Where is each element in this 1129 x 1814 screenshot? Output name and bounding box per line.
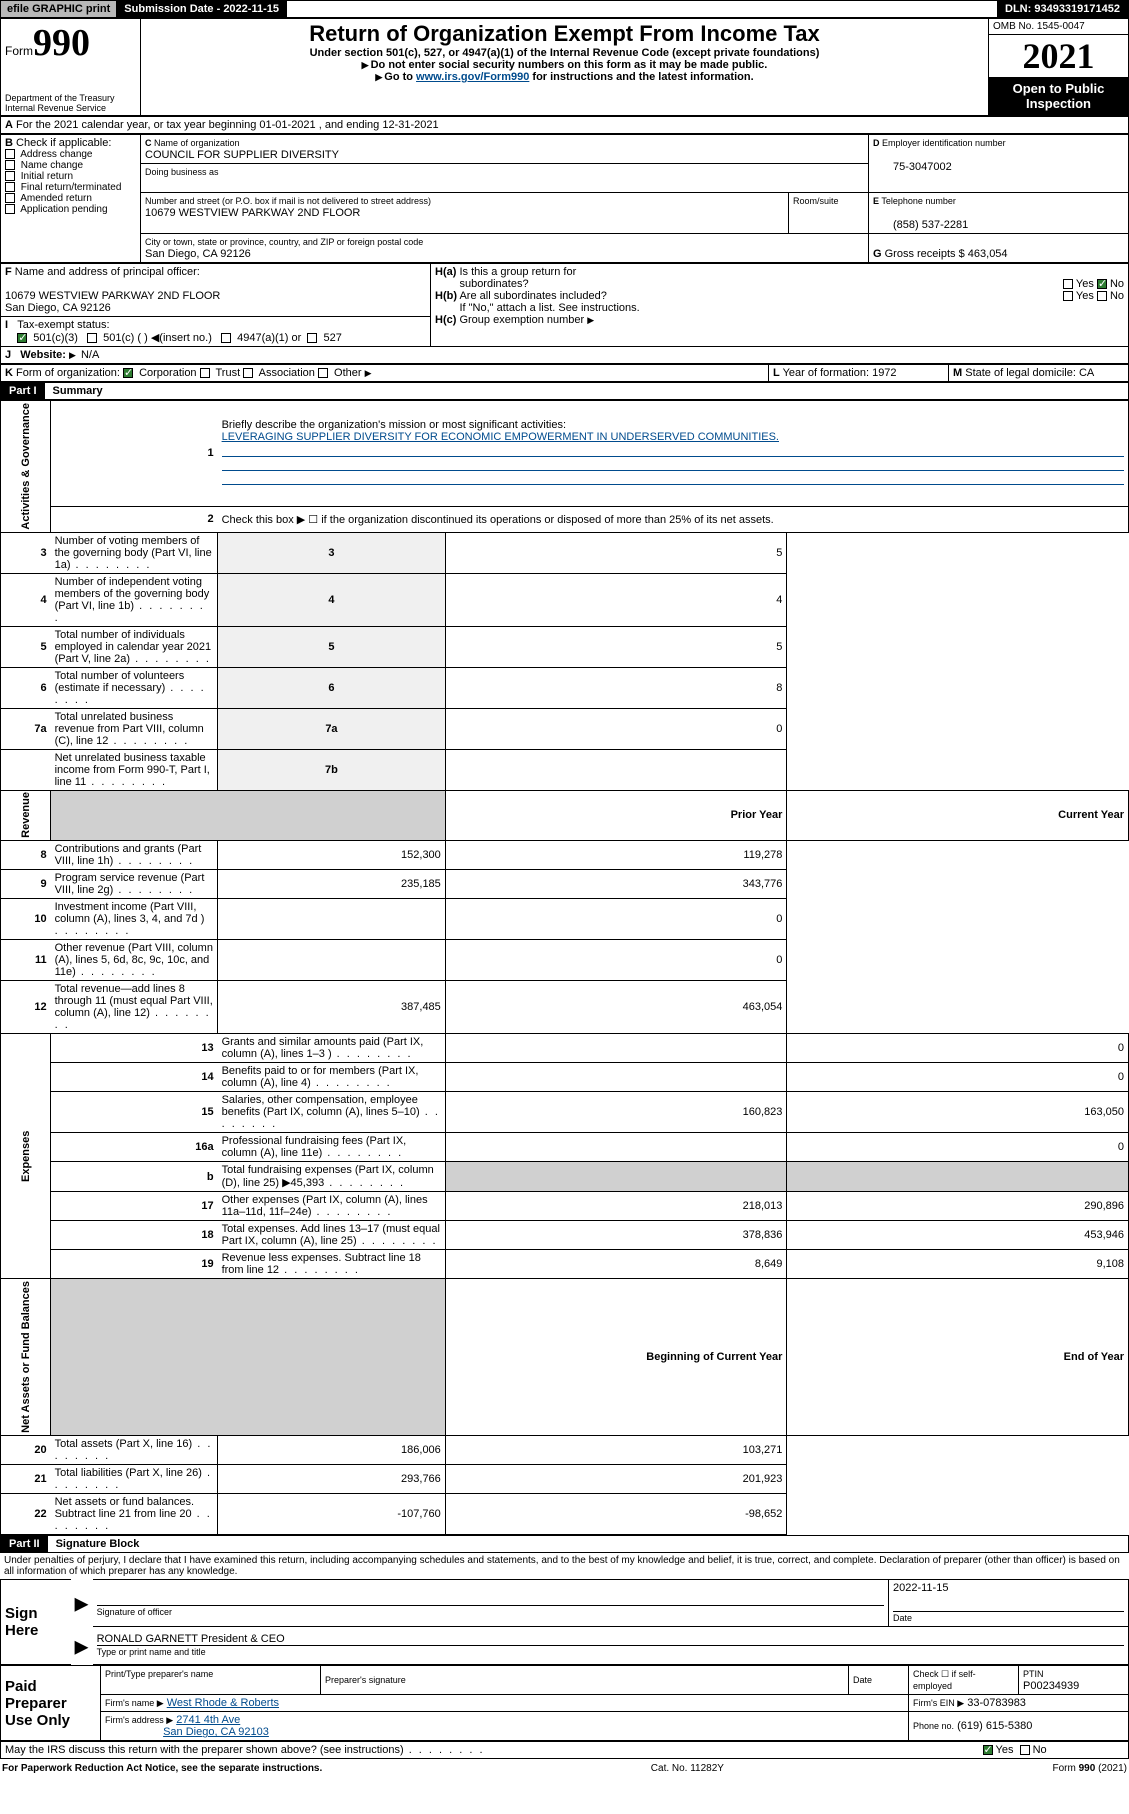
b-check-item: Application pending: [5, 204, 136, 215]
firm-link[interactable]: West Rhode & Roberts: [167, 1697, 279, 1709]
ha-no[interactable]: [1097, 279, 1107, 289]
part1-label: Part I: [1, 383, 45, 399]
501c3-check[interactable]: [17, 333, 27, 343]
form-990-label: Form990: [5, 21, 136, 65]
table-row: 11Other revenue (Part VIII, column (A), …: [1, 940, 1129, 981]
side-ag: Activities & Governance: [1, 401, 51, 533]
tax-year: 2021: [989, 35, 1128, 77]
form-sub2: Do not enter social security numbers on …: [145, 59, 984, 71]
table-row: 15Salaries, other compensation, employee…: [1, 1092, 1129, 1133]
table-row: 5Total number of individuals employed in…: [1, 626, 1129, 667]
table-row: 20Total assets (Part X, line 16)186,0061…: [1, 1436, 1129, 1465]
officer-name: RONALD GARNETT President & CEO: [97, 1633, 285, 1645]
b-check-item: Final return/terminated: [5, 182, 136, 193]
addr-link2[interactable]: San Diego, CA 92103: [163, 1726, 269, 1738]
phone-value: (858) 537-2281: [873, 219, 968, 231]
table-row: 10Investment income (Part VIII, column (…: [1, 899, 1129, 940]
perjury-text: Under penalties of perjury, I declare th…: [0, 1553, 1129, 1579]
table-row: bTotal fundraising expenses (Part IX, co…: [1, 1162, 1129, 1192]
table-row: 19Revenue less expenses. Subtract line 1…: [1, 1250, 1129, 1279]
open-public: Open to Public Inspection: [989, 77, 1128, 115]
street: 10679 WESTVIEW PARKWAY 2ND FLOOR: [145, 207, 360, 219]
b-check-item: Address change: [5, 149, 136, 160]
table-row: 17Other expenses (Part IX, column (A), l…: [1, 1192, 1129, 1221]
part2-label: Part II: [1, 1536, 48, 1552]
table-row: 18Total expenses. Add lines 13–17 (must …: [1, 1221, 1129, 1250]
form-sub1: Under section 501(c), 527, or 4947(a)(1)…: [145, 47, 984, 59]
addr-link1[interactable]: 2741 4th Ave: [176, 1714, 240, 1726]
dln-tag: DLN: 93493319171452: [997, 1, 1128, 17]
officer-addr2: San Diego, CA 92126: [5, 302, 111, 314]
efile-tag[interactable]: efile GRAPHIC print: [1, 1, 116, 17]
header-info-block: B Check if applicable: Address change Na…: [0, 134, 1129, 263]
hb-yes[interactable]: [1063, 291, 1073, 301]
irs-label: Internal Revenue Service: [5, 103, 136, 113]
ha-yes[interactable]: [1063, 279, 1073, 289]
gross-receipts: 463,054: [968, 248, 1008, 260]
irs-link[interactable]: www.irs.gov/Form990: [416, 71, 529, 83]
firm-ein: 33-0783983: [967, 1697, 1026, 1709]
discuss-yes[interactable]: [983, 1745, 993, 1755]
ptin-value: P00234939: [1023, 1680, 1079, 1692]
table-row: 14Benefits paid to or for members (Part …: [1, 1063, 1129, 1092]
table-row: 21Total liabilities (Part X, line 26)293…: [1, 1465, 1129, 1494]
form-sub3: Go to www.irs.gov/Form990 for instructio…: [145, 71, 984, 83]
dept-label: Department of the Treasury: [5, 93, 136, 103]
form-title: Return of Organization Exempt From Incom…: [145, 21, 984, 47]
website-value: N/A: [81, 349, 99, 361]
table-row: 22Net assets or fund balances. Subtract …: [1, 1494, 1129, 1535]
side-rev: Revenue: [1, 790, 51, 841]
prep-phone: (619) 615-5380: [957, 1720, 1032, 1732]
table-row: 16aProfessional fundraising fees (Part I…: [1, 1133, 1129, 1162]
sign-here-block: Sign Here ▸ Signature of officer 2022-11…: [0, 1579, 1129, 1665]
hb-no[interactable]: [1097, 291, 1107, 301]
section-b: B Check if applicable: Address change Na…: [1, 135, 141, 263]
omb-label: OMB No. 1545-0047: [989, 19, 1128, 35]
page-footer: For Paperwork Reduction Act Notice, see …: [0, 1759, 1129, 1778]
state-domicile: State of legal domicile: CA: [965, 367, 1094, 379]
year-formation: Year of formation: 1972: [783, 367, 897, 379]
k-corp[interactable]: [123, 368, 133, 378]
table-row: 7aTotal unrelated business revenue from …: [1, 708, 1129, 749]
officer-addr1: 10679 WESTVIEW PARKWAY 2ND FLOOR: [5, 290, 220, 302]
paid-preparer-block: Paid Preparer Use Only Print/Type prepar…: [0, 1665, 1129, 1741]
line-a: A For the 2021 calendar year, or tax yea…: [1, 117, 1129, 134]
mission-link[interactable]: LEVERAGING SUPPLIER DIVERSITY FOR ECONOM…: [222, 431, 779, 443]
b-check-item: Amended return: [5, 193, 136, 204]
sig-date: 2022-11-15: [893, 1582, 948, 1594]
table-row: 12Total revenue—add lines 8 through 11 (…: [1, 981, 1129, 1034]
table-row: 6Total number of volunteers (estimate if…: [1, 667, 1129, 708]
b-check-item: Name change: [5, 160, 136, 171]
form-header: Form990 Department of the Treasury Inter…: [0, 18, 1129, 116]
table-row: 9Program service revenue (Part VIII, lin…: [1, 870, 1129, 899]
table-row: 3Number of voting members of the governi…: [1, 532, 1129, 573]
org-name: COUNCIL FOR SUPPLIER DIVERSITY: [145, 149, 339, 161]
b-check-item: Initial return: [5, 171, 136, 182]
summary-table: Activities & Governance 1 Briefly descri…: [0, 400, 1129, 1535]
table-row: Net unrelated business taxable income fr…: [1, 749, 1129, 790]
submission-date-tag[interactable]: Submission Date - 2022-11-15: [116, 1, 287, 17]
side-na: Net Assets or Fund Balances: [1, 1279, 51, 1436]
ein-value: 75-3047002: [873, 161, 952, 173]
discuss-no[interactable]: [1020, 1745, 1030, 1755]
table-row: 8Contributions and grants (Part VIII, li…: [1, 841, 1129, 870]
topbar: efile GRAPHIC print Submission Date - 20…: [0, 0, 1129, 18]
city: San Diego, CA 92126: [145, 248, 251, 260]
table-row: Expenses13Grants and similar amounts pai…: [1, 1034, 1129, 1063]
table-row: 4Number of independent voting members of…: [1, 573, 1129, 626]
